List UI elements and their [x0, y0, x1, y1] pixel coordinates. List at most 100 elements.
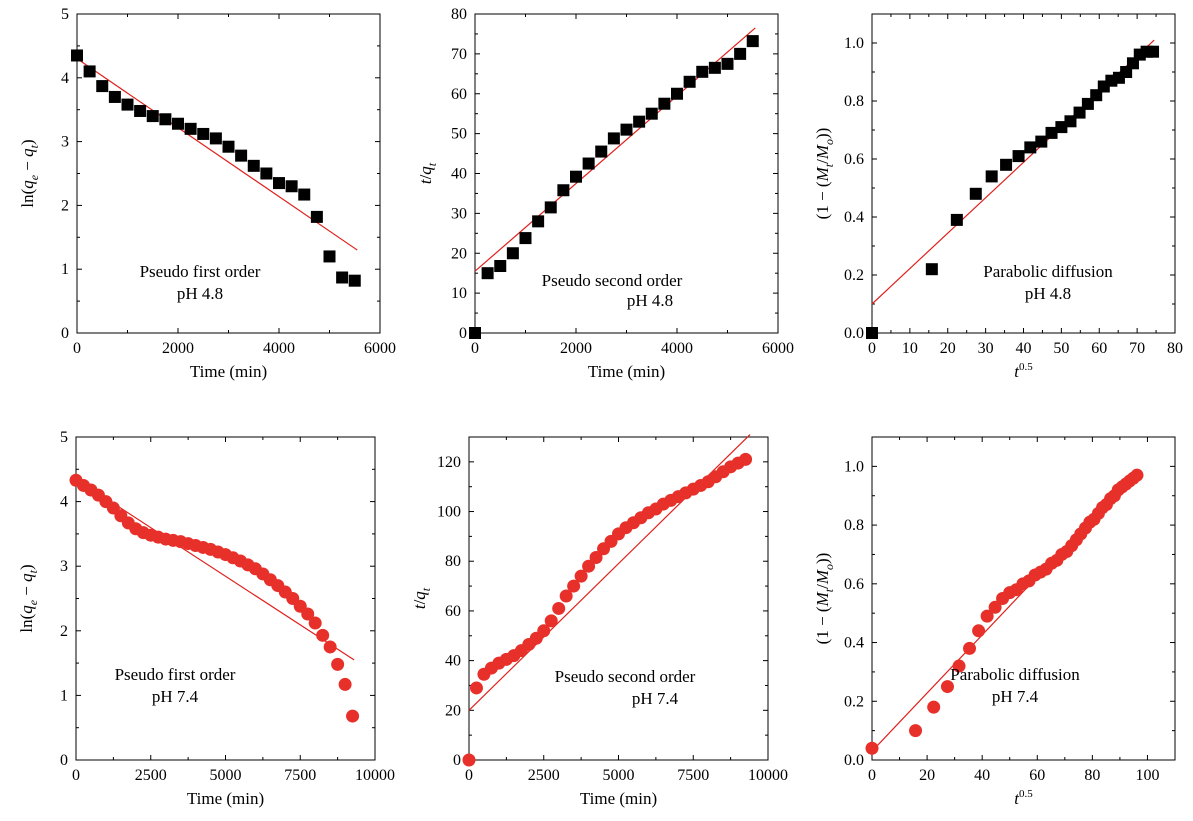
data-point — [197, 127, 210, 140]
y-tick-label: 40 — [451, 166, 467, 183]
data-point — [746, 35, 759, 48]
panel-annotation: Pseudo second order — [542, 271, 683, 290]
data-point — [285, 180, 298, 193]
panel-annotation: Parabolic diffusion — [950, 665, 1080, 684]
data-point — [146, 110, 159, 123]
y-tick-label: 3 — [61, 134, 69, 151]
y-tick-label: 0.2 — [844, 693, 864, 710]
x-tick-label: 0 — [471, 340, 479, 357]
data-point — [308, 616, 322, 630]
data-point — [532, 215, 545, 228]
y-tick-label: 4 — [60, 494, 68, 511]
data-point — [589, 551, 603, 565]
x-tick-label: 4000 — [263, 340, 295, 357]
plot-frame — [468, 436, 769, 761]
fit-line — [76, 58, 358, 251]
x-axis-label: t0.5 — [1014, 788, 1033, 808]
panel-annotation: Pseudo second order — [555, 667, 696, 686]
x-axis-label: Time (min) — [588, 362, 665, 381]
panel-annotation: pH 7.4 — [992, 687, 1039, 706]
data-point — [338, 677, 352, 691]
data-point — [582, 157, 595, 170]
x-axis-label: t0.5 — [1014, 361, 1033, 381]
panel-annotation: Parabolic diffusion — [983, 262, 1113, 281]
plot-frame — [75, 436, 376, 761]
x-tick-label: 10 — [902, 340, 918, 357]
x-tick-label: 6000 — [364, 340, 396, 357]
chart-panel-6: 0 20 40 60 80 100 0.0 0.2 0.4 0.6 0.8 1.0 t0.5 (1 − (… — [813, 436, 1176, 808]
data-point — [739, 452, 753, 466]
data-point — [567, 579, 581, 593]
x-tick-label: 2500 — [135, 767, 167, 784]
data-point — [469, 681, 483, 695]
data-point — [1012, 150, 1025, 163]
plot-area — [866, 39, 1160, 339]
data-point — [1035, 135, 1048, 148]
data-point — [247, 159, 260, 172]
y-tick-label: 0.0 — [844, 752, 864, 769]
y-tick-label: 30 — [451, 205, 467, 222]
x-tick-label: 7500 — [677, 767, 709, 784]
data-point — [582, 559, 596, 573]
panel-annotation: pH 7.4 — [632, 689, 679, 708]
y-tick-label: 4 — [61, 70, 69, 87]
y-axis-label: (1 − (Mt/Mo)) — [813, 553, 836, 645]
data-point — [346, 709, 360, 723]
data-point — [1000, 158, 1013, 171]
y-tick-label: 1 — [60, 687, 68, 704]
x-tick-label: 0 — [73, 340, 81, 357]
data-point — [544, 201, 557, 214]
data-point — [209, 132, 222, 145]
y-tick-label: 70 — [451, 46, 467, 63]
data-point — [683, 75, 696, 88]
panel-annotation: pH 4.8 — [627, 291, 673, 310]
y-tick-label: 0.8 — [844, 517, 864, 534]
plot-area — [469, 27, 759, 339]
data-point — [620, 123, 633, 136]
y-tick-label: 60 — [451, 86, 467, 103]
y-tick-label: 100 — [437, 504, 461, 521]
data-point — [121, 98, 134, 111]
data-point — [950, 213, 963, 226]
y-tick-label: 0.2 — [844, 267, 864, 284]
data-point — [866, 327, 878, 339]
y-tick-label: 20 — [451, 245, 467, 262]
y-axis-label: t/qt — [410, 587, 433, 609]
x-tick-label: 40 — [1016, 340, 1032, 357]
plot-area — [865, 468, 1144, 755]
data-point — [927, 700, 941, 714]
x-tick-label: 2500 — [528, 767, 560, 784]
x-tick-label: 80 — [1167, 340, 1183, 357]
data-point — [323, 640, 337, 654]
data-point — [658, 97, 671, 110]
x-tick-label: 10000 — [748, 767, 788, 784]
y-tick-label: 0.8 — [844, 93, 864, 110]
y-tick-label: 80 — [445, 553, 461, 570]
data-point — [494, 260, 507, 273]
plot-frame — [76, 13, 381, 334]
data-point — [323, 250, 336, 263]
panel-annotation: Pseudo first order — [140, 262, 261, 281]
x-tick-label: 0 — [868, 340, 876, 357]
x-axis-label: Time (min) — [187, 789, 264, 808]
data-point — [336, 271, 349, 284]
y-axis-label: (1 − (Mt/Mo)) — [813, 128, 836, 220]
data-point — [1024, 141, 1037, 154]
y-tick-label: 80 — [451, 6, 467, 23]
y-tick-label: 5 — [61, 6, 69, 23]
x-tick-label: 5000 — [210, 767, 242, 784]
y-tick-label: 0 — [60, 752, 68, 769]
data-point — [559, 589, 573, 603]
data-point — [316, 628, 330, 642]
y-tick-label: 5 — [60, 429, 68, 446]
y-tick-label: 60 — [445, 603, 461, 620]
data-point — [969, 187, 982, 200]
y-tick-label: 1 — [61, 261, 69, 278]
data-point — [1045, 126, 1058, 139]
y-axis-label: ln(qe − qt) — [17, 564, 40, 632]
data-point — [134, 104, 147, 117]
data-point — [172, 117, 184, 130]
plot-area — [69, 473, 360, 723]
y-tick-label: 1.0 — [844, 35, 864, 52]
